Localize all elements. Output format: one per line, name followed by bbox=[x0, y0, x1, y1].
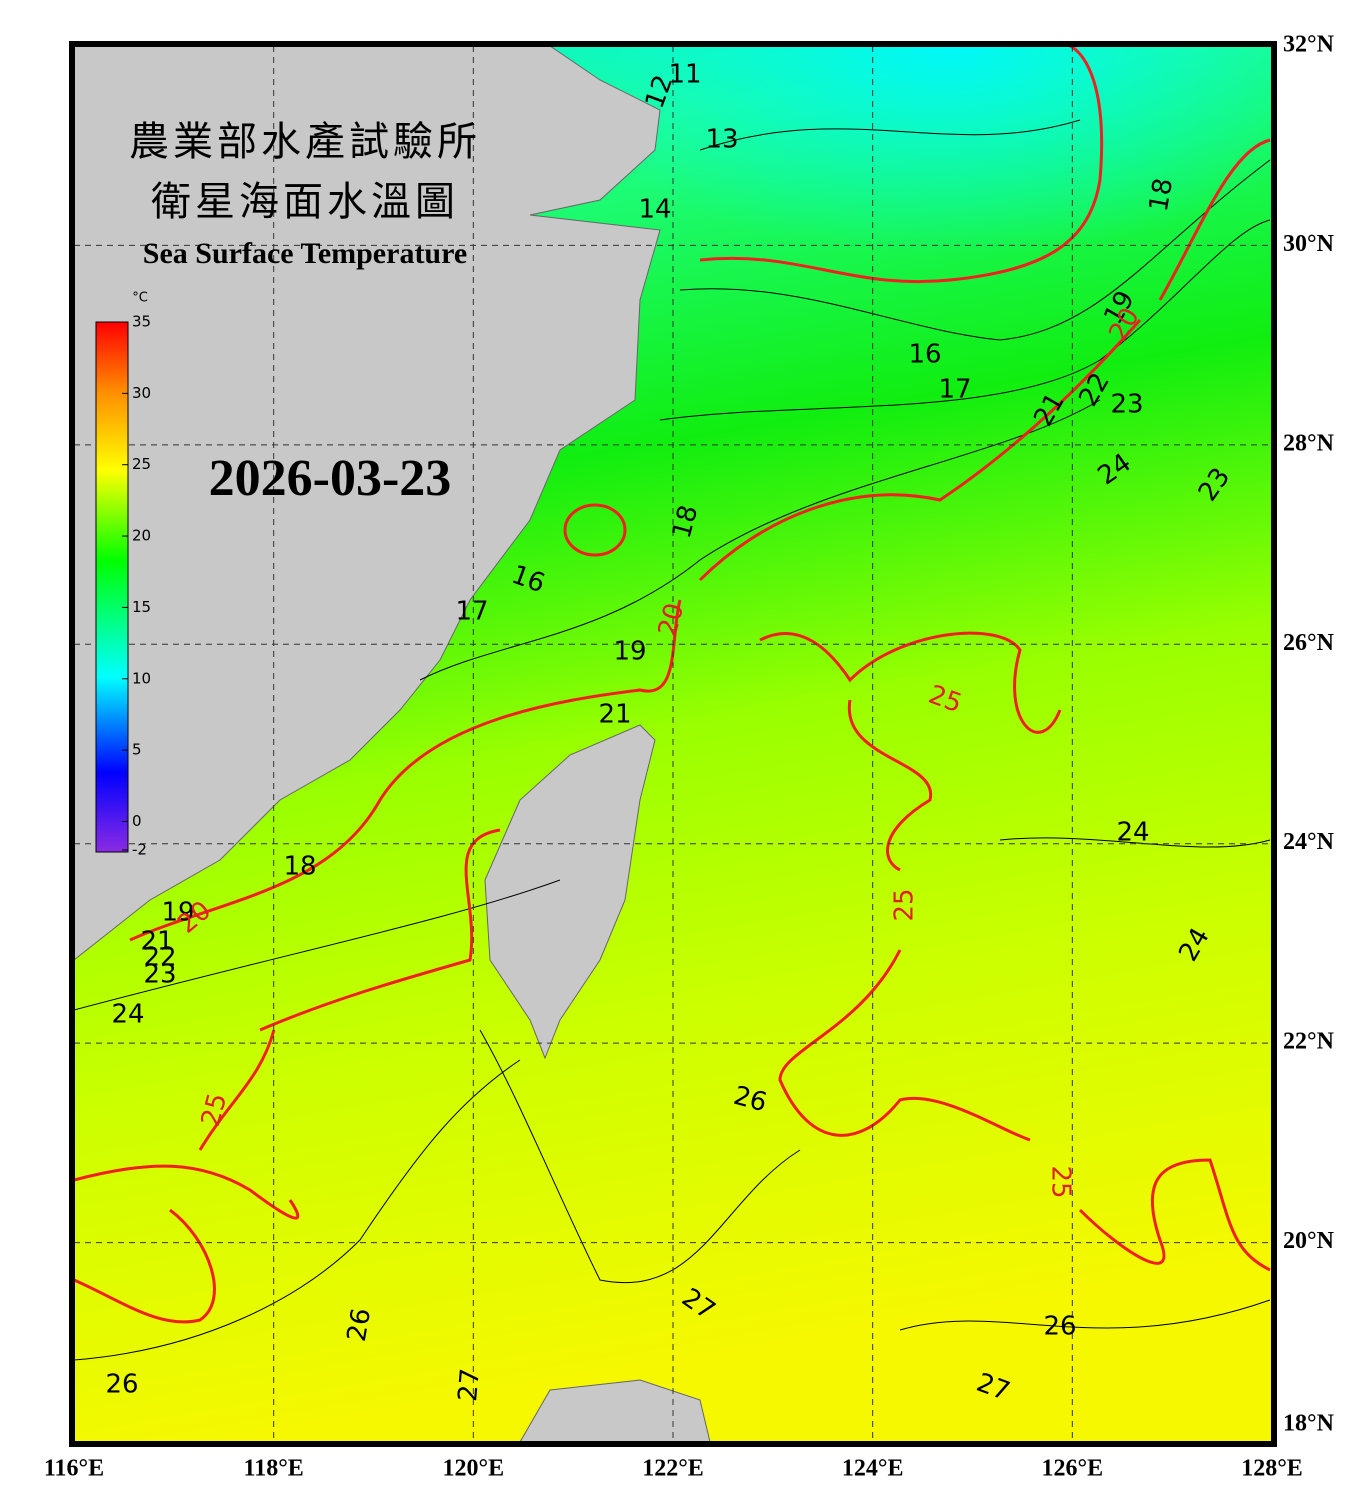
contour-label: 14 bbox=[638, 195, 671, 225]
colorbar-tick-label: 30 bbox=[132, 384, 151, 402]
major-isotherms bbox=[74, 46, 1271, 1324]
lon-label: 122°E bbox=[642, 1456, 704, 1482]
contour-label: 26 bbox=[105, 1370, 138, 1400]
land-taiwan bbox=[484, 724, 656, 1060]
contour-label: 23 bbox=[143, 960, 176, 990]
contour-label: 19 bbox=[161, 898, 194, 928]
colorbar-tick-label: 25 bbox=[132, 455, 151, 473]
contour-label: 22 bbox=[143, 943, 176, 973]
contour-label: 24 bbox=[1116, 818, 1149, 848]
lon-label: 128°E bbox=[1241, 1456, 1303, 1482]
title-zh: 衛星海面水溫圖 bbox=[151, 179, 459, 225]
colorbar-tick-label: 0 bbox=[132, 812, 142, 830]
lon-label: 116°E bbox=[44, 1456, 104, 1482]
graticule bbox=[74, 46, 1272, 1442]
land-china bbox=[74, 46, 661, 961]
contour-label: 18 bbox=[283, 852, 316, 882]
contour-label: 26 bbox=[1043, 1312, 1076, 1342]
lat-label: 30°N bbox=[1283, 231, 1335, 257]
colorbar-tick-label: 10 bbox=[132, 669, 151, 687]
colorbar-unit: °C bbox=[132, 291, 148, 306]
lat-label: 26°N bbox=[1283, 630, 1335, 656]
colorbar-tick-label: 15 bbox=[132, 598, 151, 616]
lon-label: 124°E bbox=[842, 1456, 904, 1482]
lat-label: 22°N bbox=[1283, 1029, 1335, 1055]
axis-labels: 116°E 118°E 120°E 122°E 124°E 126°E 128°E 18°N 2… bbox=[44, 32, 1335, 1482]
contour-label: 27 bbox=[453, 1367, 486, 1403]
colorbar-ticks: -2 0 5 10 15 20 25 30 35 bbox=[122, 313, 151, 859]
colorbar-tick-label: -2 bbox=[132, 841, 147, 859]
contour-label: 11 bbox=[668, 60, 701, 90]
contour-label: 25 bbox=[890, 888, 920, 921]
colorbar-tick-label: 5 bbox=[132, 741, 142, 759]
colorbar-tick-label: 35 bbox=[132, 313, 151, 331]
contour-label: 17 bbox=[938, 375, 971, 405]
map-frame bbox=[69, 41, 1277, 1447]
lon-label: 118°E bbox=[244, 1456, 304, 1482]
contour-label: 19 bbox=[613, 637, 646, 667]
lat-label: 18°N bbox=[1283, 1411, 1335, 1437]
colorbar bbox=[95, 321, 129, 853]
contour-label: 16 bbox=[908, 340, 941, 370]
contour-label: 21 bbox=[598, 700, 631, 730]
lat-label: 32°N bbox=[1283, 32, 1335, 58]
title-en: Sea Surface Temperature bbox=[143, 237, 467, 270]
contour-label: 23 bbox=[1110, 390, 1143, 420]
lat-label: 20°N bbox=[1283, 1228, 1335, 1254]
contour-label: 18 bbox=[1144, 176, 1179, 214]
contour-label: 21 bbox=[140, 927, 173, 957]
lon-label: 126°E bbox=[1042, 1456, 1104, 1482]
contour-label: 26 bbox=[342, 1306, 377, 1344]
contour-label: 13 bbox=[705, 125, 738, 155]
date: 2026-03-23 bbox=[209, 450, 452, 507]
contour-label: 17 bbox=[455, 597, 488, 627]
lat-label: 24°N bbox=[1283, 829, 1335, 855]
contour-label: 25 bbox=[1046, 1165, 1076, 1198]
contour-label: 24 bbox=[111, 1000, 144, 1030]
colorbar-tick-label: 20 bbox=[132, 527, 151, 545]
title-zh: 農業部水產試驗所 bbox=[129, 119, 481, 165]
lat-label: 28°N bbox=[1283, 430, 1335, 456]
land-luzon bbox=[519, 1379, 711, 1442]
lon-label: 120°E bbox=[443, 1456, 505, 1482]
